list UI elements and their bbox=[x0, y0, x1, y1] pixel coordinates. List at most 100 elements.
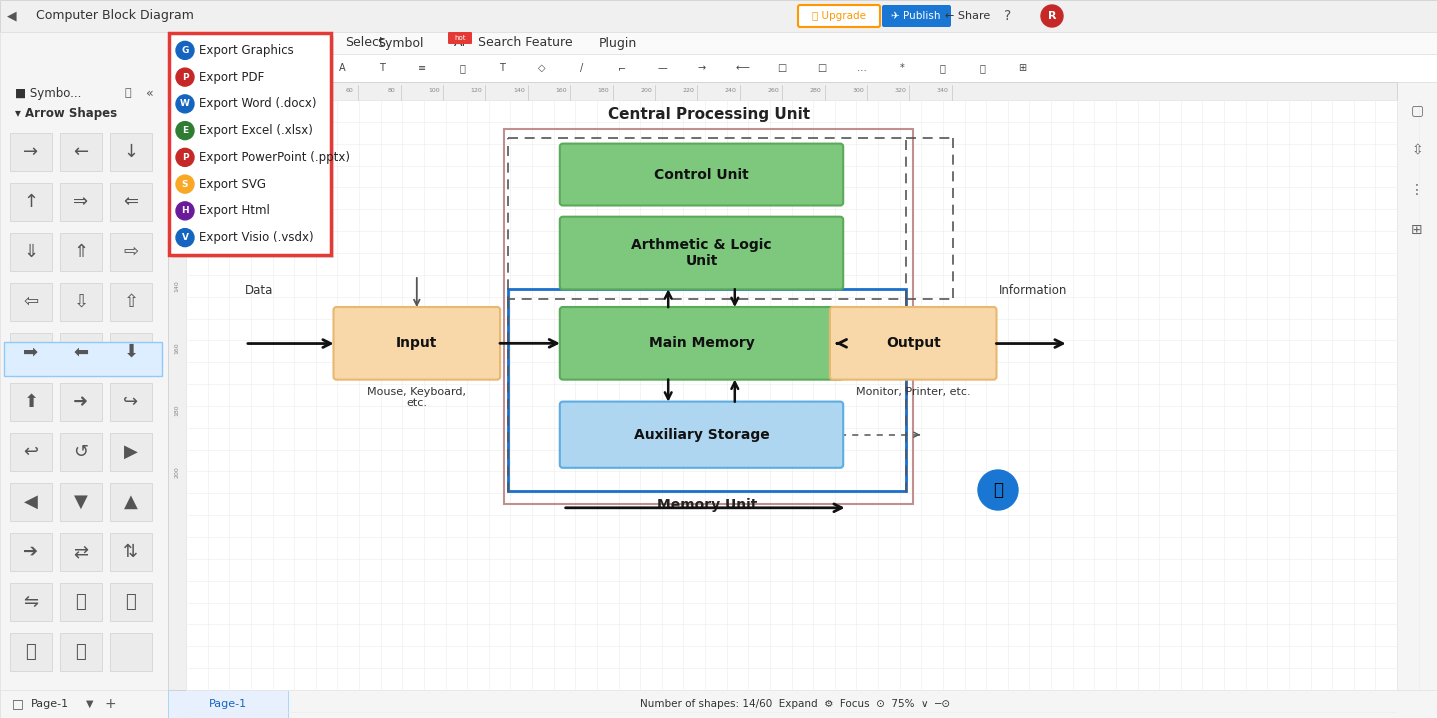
Text: 260: 260 bbox=[767, 88, 779, 93]
Text: 180: 180 bbox=[598, 88, 609, 93]
Bar bbox=[60, 583, 102, 621]
Bar bbox=[10, 333, 52, 371]
FancyBboxPatch shape bbox=[560, 144, 844, 205]
Text: ⊞: ⊞ bbox=[1017, 63, 1026, 73]
Circle shape bbox=[175, 175, 194, 193]
Bar bbox=[170, 33, 331, 255]
Text: Export Html: Export Html bbox=[198, 205, 270, 218]
Text: Data: Data bbox=[244, 284, 273, 297]
Text: 220: 220 bbox=[683, 88, 694, 93]
Text: Export Visio (.vsdx): Export Visio (.vsdx) bbox=[198, 231, 313, 244]
Bar bbox=[10, 183, 52, 221]
Text: Plugin: Plugin bbox=[599, 37, 637, 50]
Text: 180: 180 bbox=[174, 404, 180, 416]
Text: Export SVG: Export SVG bbox=[198, 177, 266, 190]
Text: ⌐: ⌐ bbox=[618, 63, 627, 73]
Text: 80: 80 bbox=[174, 96, 180, 104]
Text: P: P bbox=[181, 153, 188, 162]
Text: ⇐: ⇐ bbox=[124, 193, 138, 211]
Bar bbox=[10, 283, 52, 321]
Text: ⬆: ⬆ bbox=[23, 393, 39, 411]
Bar bbox=[60, 633, 102, 671]
FancyBboxPatch shape bbox=[560, 217, 844, 289]
Bar bbox=[0, 32, 168, 718]
Text: Page-1: Page-1 bbox=[32, 699, 69, 709]
Bar bbox=[111, 483, 152, 521]
Text: 200: 200 bbox=[639, 88, 652, 93]
Bar bbox=[10, 533, 52, 571]
Text: ➜: ➜ bbox=[73, 393, 89, 411]
Circle shape bbox=[175, 149, 194, 167]
Bar bbox=[111, 383, 152, 421]
Circle shape bbox=[1040, 5, 1063, 27]
Text: →: → bbox=[23, 143, 39, 161]
Text: A: A bbox=[339, 63, 345, 73]
Text: Export PDF: Export PDF bbox=[198, 70, 264, 83]
Text: ⮐: ⮐ bbox=[26, 643, 36, 661]
Bar bbox=[60, 183, 102, 221]
Text: ⬅: ⬅ bbox=[73, 343, 89, 361]
Bar bbox=[168, 54, 1437, 82]
FancyBboxPatch shape bbox=[560, 401, 844, 468]
Text: ⍖: ⍖ bbox=[458, 63, 466, 73]
Text: 120: 120 bbox=[470, 88, 483, 93]
Text: ?: ? bbox=[1004, 9, 1012, 23]
Text: W: W bbox=[180, 99, 190, 108]
Text: ↺: ↺ bbox=[73, 443, 89, 461]
Text: 160: 160 bbox=[174, 342, 180, 354]
Text: …: … bbox=[856, 63, 867, 73]
Text: —: — bbox=[657, 63, 667, 73]
Bar bbox=[185, 100, 1397, 690]
Bar bbox=[10, 433, 52, 471]
Text: Control Unit: Control Unit bbox=[654, 167, 749, 182]
Text: File: File bbox=[270, 37, 290, 50]
Circle shape bbox=[175, 68, 194, 86]
Text: Central Processing Unit: Central Processing Unit bbox=[608, 108, 810, 122]
Text: 320: 320 bbox=[894, 88, 907, 93]
Text: ↪: ↪ bbox=[124, 393, 138, 411]
Text: Memory Unit: Memory Unit bbox=[657, 498, 757, 512]
Text: ⬇: ⬇ bbox=[124, 343, 138, 361]
Bar bbox=[111, 583, 152, 621]
Bar bbox=[168, 100, 185, 690]
Text: Search Feature: Search Feature bbox=[477, 37, 572, 50]
Text: 340: 340 bbox=[937, 88, 948, 93]
Text: □: □ bbox=[11, 697, 24, 711]
Text: Select: Select bbox=[345, 37, 385, 50]
Text: 🛒 Upgrade: 🛒 Upgrade bbox=[812, 11, 867, 21]
Text: ⇋: ⇋ bbox=[23, 593, 39, 611]
Text: *: * bbox=[900, 63, 904, 73]
Bar bbox=[111, 233, 152, 271]
Text: 20: 20 bbox=[260, 88, 269, 93]
Text: Symbol: Symbol bbox=[376, 37, 424, 50]
Bar bbox=[4, 342, 162, 376]
FancyBboxPatch shape bbox=[448, 32, 471, 44]
Text: Input: Input bbox=[397, 336, 437, 350]
Text: 280: 280 bbox=[809, 88, 822, 93]
Text: ⇅: ⇅ bbox=[124, 543, 138, 561]
Bar bbox=[60, 283, 102, 321]
Text: 200: 200 bbox=[174, 466, 180, 478]
Bar bbox=[10, 233, 52, 271]
Text: ◀: ◀ bbox=[24, 493, 37, 511]
Text: ⊞: ⊞ bbox=[1411, 223, 1423, 237]
Text: ▢: ▢ bbox=[1411, 103, 1424, 117]
Text: P: P bbox=[181, 73, 188, 82]
Text: Export Graphics: Export Graphics bbox=[198, 44, 293, 57]
Text: □: □ bbox=[178, 37, 190, 50]
Text: ↑: ↑ bbox=[23, 193, 39, 211]
Bar bbox=[111, 333, 152, 371]
Text: ⇒: ⇒ bbox=[73, 193, 89, 211]
Text: ⇓: ⇓ bbox=[23, 243, 39, 261]
Bar bbox=[509, 138, 905, 299]
FancyBboxPatch shape bbox=[798, 5, 879, 27]
Text: 80: 80 bbox=[388, 88, 395, 93]
Text: ⟵: ⟵ bbox=[734, 63, 749, 73]
Text: ◀: ◀ bbox=[7, 9, 17, 22]
Bar bbox=[185, 82, 1397, 100]
Text: AI: AI bbox=[454, 37, 466, 50]
Text: 🔓: 🔓 bbox=[979, 63, 984, 73]
Bar bbox=[504, 129, 912, 503]
Text: 140: 140 bbox=[174, 280, 180, 292]
Circle shape bbox=[175, 42, 194, 60]
